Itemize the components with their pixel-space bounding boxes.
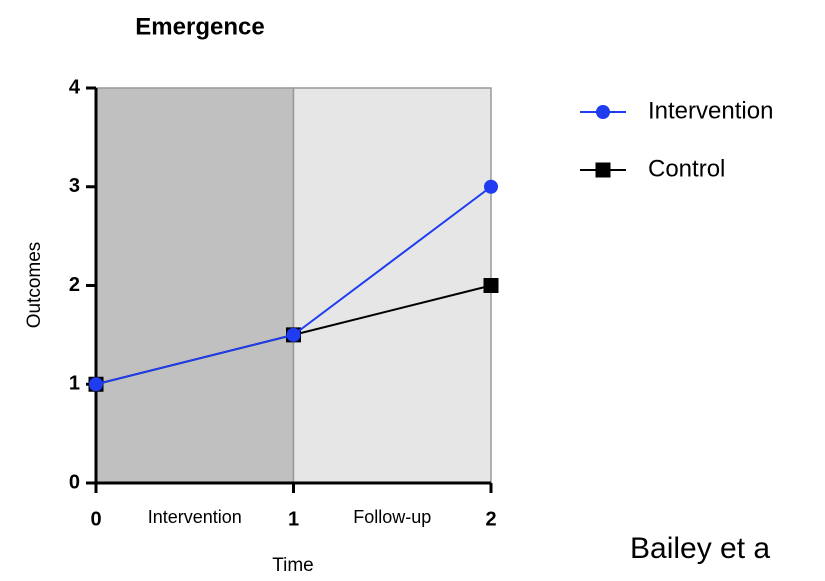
chart-title: Emergence <box>135 13 264 40</box>
x-tick-label: 1 <box>288 508 299 530</box>
marker <box>483 278 499 293</box>
legend-label: Intervention <box>648 97 773 124</box>
region <box>95 87 295 484</box>
annotation: Bailey et a <box>630 532 770 565</box>
y-axis-label: Outcomes <box>24 242 45 329</box>
marker <box>89 377 103 392</box>
marker <box>484 179 498 194</box>
y-tick-label: 4 <box>69 76 81 98</box>
x-tick-label: 2 <box>485 508 496 530</box>
y-tick-label: 3 <box>69 175 80 197</box>
marker <box>286 327 301 342</box>
region <box>292 87 492 484</box>
legend-label: Control <box>648 155 725 182</box>
y-tick-label: 0 <box>69 471 80 493</box>
y-tick-label: 1 <box>69 373 80 395</box>
region-label: Intervention <box>148 507 242 527</box>
legend-marker <box>595 162 611 178</box>
legend-marker <box>596 105 610 119</box>
region-label: Follow-up <box>353 507 431 527</box>
x-axis-label: Time <box>272 555 314 576</box>
y-tick-label: 2 <box>69 274 80 296</box>
x-tick-label: 0 <box>90 508 101 530</box>
